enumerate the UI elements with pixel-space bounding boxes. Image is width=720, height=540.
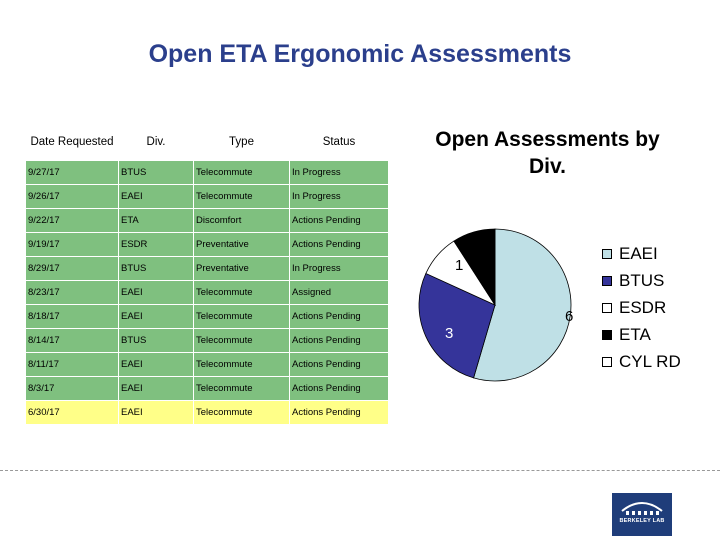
cell-div: EAEI: [118, 183, 194, 209]
legend-label: ESDR: [619, 297, 667, 317]
table-row: 8/14/17 BTUS Telecommute Actions Pending: [25, 327, 389, 353]
cell-div: ETA: [118, 207, 194, 233]
legend-label: ETA: [619, 324, 651, 344]
legend-swatch: [602, 275, 612, 286]
cell-date-requested: 8/14/17: [25, 327, 119, 353]
pie-data-label: 6: [565, 308, 573, 325]
cell-date-requested: 6/30/17: [25, 399, 119, 425]
cell-date-requested: 8/23/17: [25, 279, 119, 305]
cell-type: Telecommute: [193, 303, 290, 329]
legend-item-eaei: EAEI: [602, 240, 681, 267]
table-row: 8/23/17 EAEI Telecommute Assigned: [25, 279, 389, 305]
cell-div: EAEI: [118, 303, 194, 329]
cell-div: EAEI: [118, 375, 194, 401]
cell-div: EAEI: [118, 279, 194, 305]
footer-divider: [0, 470, 720, 471]
cell-date-requested: 8/29/17: [25, 255, 119, 281]
legend-label: EAEI: [619, 243, 658, 263]
slide-title: Open ETA Ergonomic Assessments: [148, 40, 572, 68]
cell-date-requested: 8/11/17: [25, 351, 119, 377]
chart-legend: EAEI BTUS ESDR ETA CYL RD: [602, 240, 681, 375]
berkeley-lab-logo: BERKELEY LAB: [612, 493, 672, 536]
pie-slice-eta: [453, 228, 496, 307]
cell-status: In Progress: [289, 159, 389, 185]
header-status: Status: [289, 125, 389, 160]
cell-status: In Progress: [289, 183, 389, 209]
cell-div: EAEI: [118, 351, 194, 377]
legend-swatch: [602, 356, 612, 367]
cell-type: Telecommute: [193, 327, 290, 353]
cell-div: ESDR: [118, 231, 194, 257]
pie-data-label: 1: [487, 239, 495, 256]
legend-label: CYL RD: [619, 351, 681, 371]
legend-swatch: [602, 248, 612, 259]
pie-data-label: 3: [445, 325, 453, 342]
cell-type: Telecommute: [193, 351, 290, 377]
logo-text: BERKELEY LAB: [619, 518, 665, 524]
pie-data-label: 1: [455, 257, 463, 274]
assessments-table: Date Requested Div. Type Status 9/27/17 B…: [25, 125, 389, 425]
lab-building-icon: [621, 502, 663, 515]
chart-title: Open Assessments by Div.: [435, 128, 660, 178]
cell-date-requested: 9/19/17: [25, 231, 119, 257]
legend-item-esdr: ESDR: [602, 294, 681, 321]
pie-slice-btus: [418, 272, 496, 379]
table-row: 9/19/17 ESDR Preventative Actions Pending: [25, 231, 389, 257]
cell-date-requested: 9/27/17: [25, 159, 119, 185]
cell-status: Actions Pending: [289, 375, 389, 401]
table-row: 8/18/17 EAEI Telecommute Actions Pending: [25, 303, 389, 329]
table-row: 8/29/17 BTUS Preventative In Progress: [25, 255, 389, 281]
cell-type: Discomfort: [193, 207, 290, 233]
table-body: 9/27/17 BTUS Telecommute In Progress 9/26/17…: [25, 159, 389, 425]
cell-status: Actions Pending: [289, 327, 389, 353]
header-type: Type: [193, 125, 290, 160]
cell-date-requested: 9/26/17: [25, 183, 119, 209]
cell-date-requested: 9/22/17: [25, 207, 119, 233]
table-header-row: Date Requested Div. Type Status: [25, 125, 389, 160]
table-row: 9/26/17 EAEI Telecommute In Progress: [25, 183, 389, 209]
cell-type: Preventative: [193, 255, 290, 281]
legend-swatch: [602, 329, 612, 340]
table-row: 9/27/17 BTUS Telecommute In Progress: [25, 159, 389, 185]
cell-status: Assigned: [289, 279, 389, 305]
cell-type: Telecommute: [193, 183, 290, 209]
legend-item-eta: ETA: [602, 321, 681, 348]
legend-swatch: [602, 302, 612, 313]
legend-item-cyl-rd: CYL RD: [602, 348, 681, 375]
cell-status: Actions Pending: [289, 351, 389, 377]
cell-date-requested: 8/3/17: [25, 375, 119, 401]
cell-type: Telecommute: [193, 279, 290, 305]
table-row: 8/11/17 EAEI Telecommute Actions Pending: [25, 351, 389, 377]
cell-div: EAEI: [118, 399, 194, 425]
legend-label: BTUS: [619, 270, 665, 290]
legend-item-btus: BTUS: [602, 267, 681, 294]
cell-div: BTUS: [118, 159, 194, 185]
pie-slice-eaei: [473, 228, 572, 382]
cell-status: Actions Pending: [289, 207, 389, 233]
cell-type: Telecommute: [193, 159, 290, 185]
header-div: Div.: [118, 125, 194, 160]
cell-status: Actions Pending: [289, 399, 389, 425]
cell-status: Actions Pending: [289, 231, 389, 257]
table-row: 6/30/17 EAEI Telecommute Actions Pending: [25, 399, 389, 425]
cell-type: Telecommute: [193, 375, 290, 401]
cell-type: Preventative: [193, 231, 290, 257]
cell-div: BTUS: [118, 255, 194, 281]
header-date-requested: Date Requested: [25, 125, 119, 160]
cell-status: Actions Pending: [289, 303, 389, 329]
cell-type: Telecommute: [193, 399, 290, 425]
cell-date-requested: 8/18/17: [25, 303, 119, 329]
cell-status: In Progress: [289, 255, 389, 281]
pie-chart: 6 3 1 1: [418, 228, 573, 382]
table-row: 9/22/17 ETA Discomfort Actions Pending: [25, 207, 389, 233]
table-row: 8/3/17 EAEI Telecommute Actions Pending: [25, 375, 389, 401]
cell-div: BTUS: [118, 327, 194, 353]
